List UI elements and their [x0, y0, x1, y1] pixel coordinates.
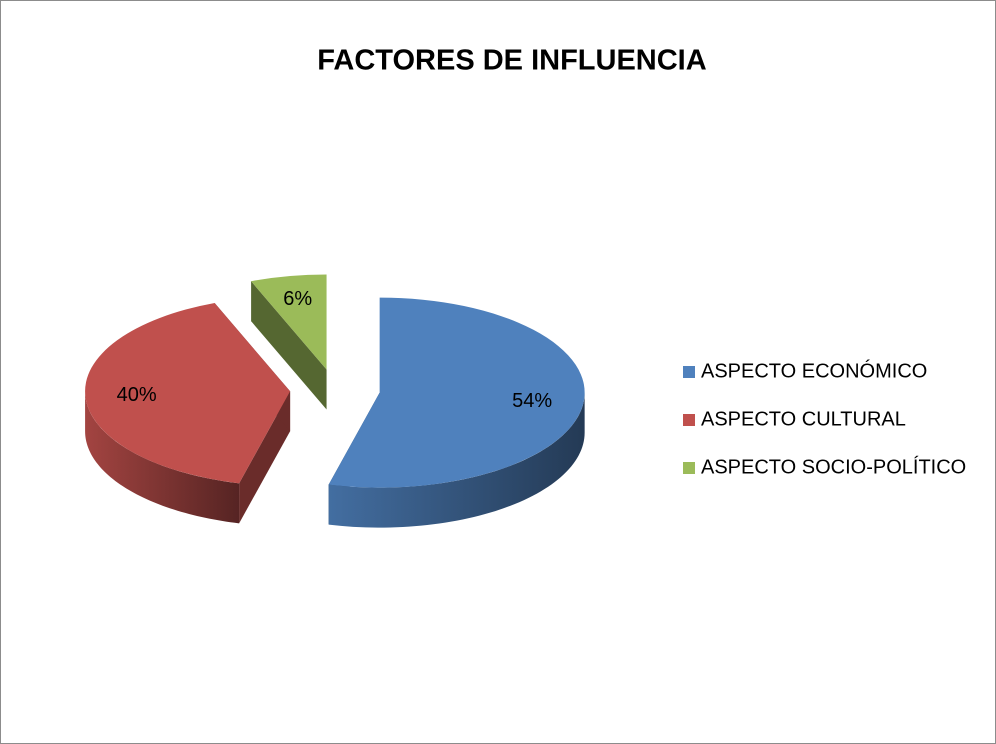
data-label: 40%: [117, 384, 157, 406]
pie-slice: [251, 274, 327, 370]
pie-slice: [328, 297, 585, 488]
slice-side: [328, 392, 585, 528]
legend-label: ASPECTO SOCIO-POLÍTICO: [701, 455, 966, 478]
slice-group: [251, 274, 327, 410]
legend-label: ASPECTO CULTURAL: [701, 408, 906, 430]
legend-swatch: [683, 366, 695, 378]
slice-group: [85, 302, 291, 524]
data-label: 54%: [512, 390, 552, 412]
slice-side: [251, 281, 327, 410]
slice-side: [239, 391, 291, 524]
chart-title: FACTORES DE INFLUENCIA: [317, 45, 706, 77]
data-label: 6%: [283, 288, 312, 310]
legend-swatch: [683, 414, 695, 426]
slice-group: [328, 297, 585, 528]
slice-side: [85, 391, 240, 524]
pie-slice: [85, 302, 291, 484]
legend-label: ASPECTO ECONÓMICO: [701, 359, 927, 382]
legend-swatch: [683, 462, 695, 474]
